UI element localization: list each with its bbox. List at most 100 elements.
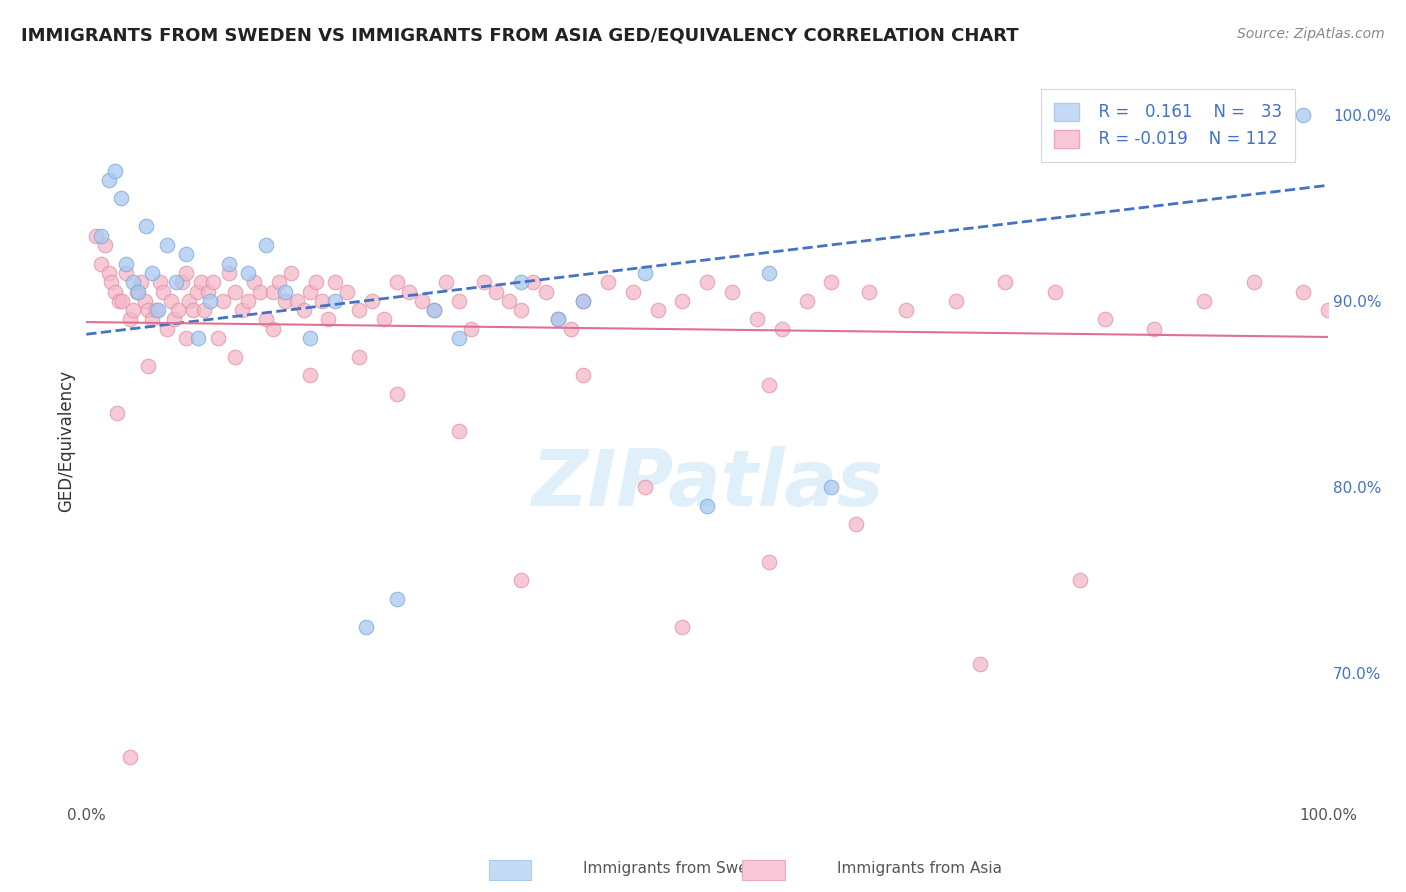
Point <box>796 293 818 308</box>
Point <box>845 517 868 532</box>
Point <box>287 293 309 308</box>
Point <box>122 275 145 289</box>
Point <box>105 406 128 420</box>
Point <box>373 312 395 326</box>
Point <box>447 424 470 438</box>
Point <box>298 285 321 299</box>
Point <box>97 266 120 280</box>
Point <box>115 257 138 271</box>
Point <box>354 620 377 634</box>
Point <box>156 238 179 252</box>
Point <box>423 303 446 318</box>
Point <box>292 303 315 318</box>
Point <box>174 331 197 345</box>
Point <box>218 266 240 280</box>
Point <box>298 331 321 345</box>
Point <box>349 350 371 364</box>
Point <box>894 303 917 318</box>
Point <box>758 377 780 392</box>
Point <box>311 293 333 308</box>
Point <box>385 387 408 401</box>
Point <box>572 293 595 308</box>
Legend:   R =   0.161    N =   33,   R = -0.019    N = 112: R = 0.161 N = 33, R = -0.019 N = 112 <box>1040 89 1295 161</box>
Point <box>141 266 163 280</box>
Point <box>115 266 138 280</box>
Point <box>510 275 533 289</box>
Point <box>510 303 533 318</box>
Point <box>107 293 129 308</box>
Point <box>398 285 420 299</box>
Point <box>460 322 482 336</box>
Point <box>349 303 371 318</box>
Point <box>267 275 290 289</box>
Point <box>1292 108 1315 122</box>
Point <box>118 312 141 326</box>
Point <box>127 285 149 299</box>
Point <box>110 191 132 205</box>
Text: Immigrants from Sweden: Immigrants from Sweden <box>583 862 778 876</box>
Point <box>152 285 174 299</box>
Point <box>318 312 340 326</box>
Point <box>969 657 991 671</box>
Point <box>134 293 156 308</box>
Point <box>249 285 271 299</box>
Point <box>165 275 187 289</box>
Point <box>148 275 170 289</box>
Point <box>547 312 569 326</box>
Point <box>111 293 134 308</box>
Point <box>254 238 277 252</box>
Point <box>274 285 297 299</box>
Point <box>411 293 433 308</box>
Point <box>197 285 219 299</box>
Point <box>305 275 328 289</box>
Point <box>1069 573 1091 587</box>
Point <box>485 285 508 299</box>
Point <box>647 303 669 318</box>
Point <box>167 303 190 318</box>
Point <box>671 293 693 308</box>
Point <box>510 573 533 587</box>
Point <box>423 303 446 318</box>
Point <box>104 163 127 178</box>
Point <box>84 228 107 243</box>
Point <box>207 331 229 345</box>
Point <box>224 350 246 364</box>
Point <box>129 275 152 289</box>
Point <box>323 293 346 308</box>
Text: ZIPatlas: ZIPatlas <box>531 446 883 522</box>
Point <box>236 266 259 280</box>
Point <box>141 312 163 326</box>
Text: Source: ZipAtlas.com: Source: ZipAtlas.com <box>1237 27 1385 41</box>
Point <box>231 303 253 318</box>
Point <box>90 257 112 271</box>
Point <box>820 275 842 289</box>
Point <box>621 285 644 299</box>
Point <box>127 285 149 299</box>
Point <box>498 293 520 308</box>
Point <box>447 293 470 308</box>
Point <box>745 312 768 326</box>
Point <box>224 285 246 299</box>
Point <box>758 266 780 280</box>
Point <box>90 228 112 243</box>
Point <box>138 303 160 318</box>
Point <box>163 312 186 326</box>
Point <box>1292 285 1315 299</box>
Point <box>145 303 167 318</box>
Point <box>274 293 297 308</box>
Point <box>323 275 346 289</box>
Point <box>696 499 718 513</box>
Point <box>721 285 744 299</box>
Point <box>174 266 197 280</box>
Point <box>135 219 157 234</box>
Text: IMMIGRANTS FROM SWEDEN VS IMMIGRANTS FROM ASIA GED/EQUIVALENCY CORRELATION CHART: IMMIGRANTS FROM SWEDEN VS IMMIGRANTS FRO… <box>21 27 1019 45</box>
Point <box>236 293 259 308</box>
Point <box>201 275 224 289</box>
Y-axis label: GED/Equivalency: GED/Equivalency <box>58 369 75 512</box>
Point <box>758 555 780 569</box>
Point <box>280 266 302 280</box>
Point <box>385 275 408 289</box>
Point <box>945 293 967 308</box>
Point <box>254 312 277 326</box>
Point <box>138 359 160 373</box>
